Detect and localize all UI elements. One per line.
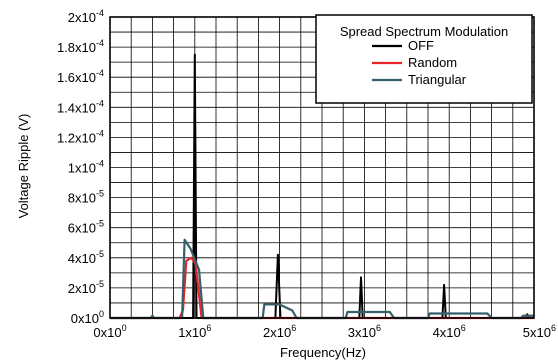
legend-label: Random [408, 55, 457, 70]
tick-exponent: -5 [96, 219, 104, 229]
x-tick-label: 0x100 [93, 323, 126, 340]
tick-exponent: -4 [96, 68, 104, 78]
y-tick-label: 6x10-5 [68, 219, 104, 236]
x-tick-label: 3x106 [348, 323, 381, 340]
y-tick-labels: 0x1002x10-54x10-56x10-58x10-51x10-41.2x1… [57, 8, 104, 326]
x-axis-title: Frequency(Hz) [280, 345, 366, 360]
tick-mantissa: 6x10 [68, 221, 96, 236]
tick-exponent: 6 [461, 323, 466, 333]
tick-exponent: -4 [96, 159, 104, 169]
tick-mantissa: 0x10 [71, 311, 99, 326]
x-tick-label: 1x106 [178, 323, 211, 340]
tick-mantissa: 2x10 [68, 281, 96, 296]
y-tick-label: 8x10-5 [68, 189, 104, 206]
y-tick-label: 1x10-4 [68, 159, 104, 176]
tick-mantissa: 3x10 [348, 325, 376, 340]
legend-label: Triangular [408, 72, 467, 87]
tick-exponent: -5 [96, 249, 104, 259]
tick-exponent: -4 [96, 98, 104, 108]
tick-mantissa: 1.4x10 [57, 100, 96, 115]
tick-mantissa: 1x10 [68, 161, 96, 176]
x-tick-label: 4x106 [433, 323, 466, 340]
tick-exponent: -5 [96, 279, 104, 289]
tick-mantissa: 4x10 [433, 325, 461, 340]
tick-exponent: 6 [206, 323, 211, 333]
y-tick-label: 4x10-5 [68, 249, 104, 266]
tick-mantissa: 4x10 [68, 251, 96, 266]
tick-mantissa: 8x10 [68, 191, 96, 206]
legend: Spread Spectrum Modulation OFF Random Tria… [315, 14, 533, 104]
x-tick-label: 5x106 [523, 323, 556, 340]
tick-mantissa: 1x10 [178, 325, 206, 340]
x-tick-labels: 0x100 1x106 2x106 3x106 4x106 5x106 [93, 323, 556, 340]
tick-exponent: 0 [122, 323, 127, 333]
tick-mantissa: 1.8x10 [57, 40, 96, 55]
y-tick-label: 0x100 [71, 309, 104, 326]
tick-mantissa: 2x10 [263, 325, 291, 340]
tick-exponent: 6 [376, 323, 381, 333]
tick-mantissa: 0x10 [93, 325, 121, 340]
tick-mantissa: 5x10 [523, 325, 551, 340]
tick-mantissa: 1.6x10 [57, 70, 96, 85]
tick-exponent: -4 [96, 8, 104, 18]
series-line-random [110, 256, 534, 320]
y-tick-label: 1.8x10-4 [57, 38, 104, 55]
tick-mantissa: 2x10 [68, 10, 96, 25]
tick-exponent: 6 [291, 323, 296, 333]
y-tick-label: 1.2x10-4 [57, 128, 104, 145]
y-axis-title: Voltage Ripple (V) [16, 114, 31, 219]
legend-label: OFF [408, 38, 434, 53]
legend-box [315, 14, 533, 104]
y-tick-label: 1.6x10-4 [57, 68, 104, 85]
x-tick-label: 2x106 [263, 323, 296, 340]
tick-exponent: 6 [551, 323, 556, 333]
y-tick-label: 1.4x10-4 [57, 98, 104, 115]
tick-exponent: 0 [99, 309, 104, 319]
y-tick-label: 2x10-4 [68, 8, 104, 25]
tick-exponent: -5 [96, 189, 104, 199]
tick-exponent: -4 [96, 38, 104, 48]
legend-title: Spread Spectrum Modulation [340, 24, 508, 39]
tick-mantissa: 1.2x10 [57, 130, 96, 145]
tick-exponent: -4 [96, 128, 104, 138]
y-tick-label: 2x10-5 [68, 279, 104, 296]
